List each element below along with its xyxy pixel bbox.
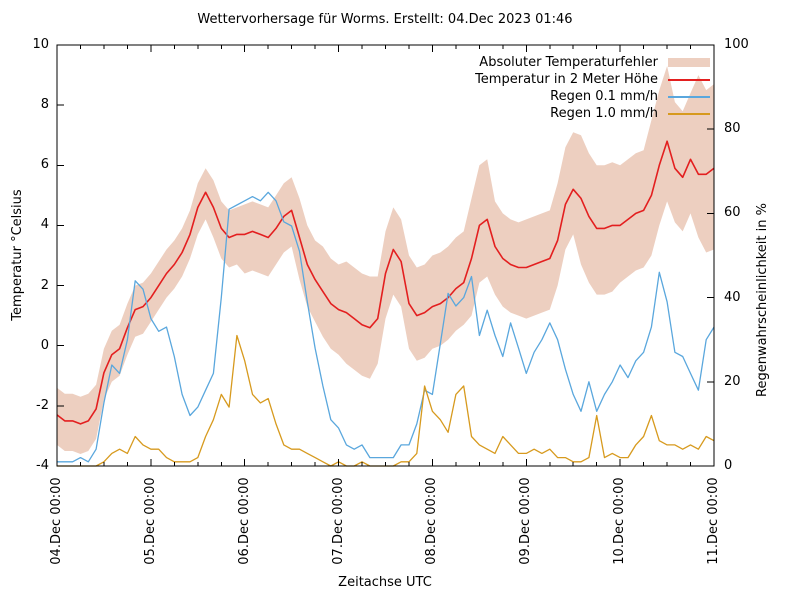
y-left-tick-label: 6 bbox=[40, 157, 49, 173]
y-left-tick-label: 8 bbox=[40, 97, 49, 113]
legend-line-sample bbox=[668, 112, 710, 115]
legend: Absoluter Temperaturfehler Temperatur in … bbox=[475, 54, 710, 122]
x-tick-label: 04.Dec 00:00 bbox=[49, 477, 64, 565]
legend-row: Regen 1.0 mm/h bbox=[475, 105, 710, 122]
series-line-regen-1-0-mm-h bbox=[57, 334, 715, 467]
y-left-tick-label: -2 bbox=[36, 397, 49, 413]
x-tick-label: 11.Dec 00:00 bbox=[706, 477, 721, 565]
series-line-regen-0-1-mm-h bbox=[57, 191, 715, 463]
series-line-temperatur-in-2-meter-h-he bbox=[56, 140, 715, 425]
legend-band-swatch bbox=[668, 58, 710, 67]
x-tick-label: 05.Dec 00:00 bbox=[142, 477, 158, 565]
legend-label: Regen 0.1 mm/h bbox=[550, 89, 658, 104]
y-left-tick-label: 10 bbox=[32, 37, 49, 52]
y-right-tick-label: 40 bbox=[724, 289, 741, 305]
x-tick-label: 08.Dec 00:00 bbox=[424, 477, 440, 565]
legend-row: Absoluter Temperaturfehler bbox=[475, 54, 710, 71]
x-tick-label: 07.Dec 00:00 bbox=[330, 477, 346, 565]
y-right-tick-label: 60 bbox=[724, 205, 741, 221]
y-right-tick-label: 100 bbox=[724, 37, 749, 52]
chart-title: Wettervorhersage für Worms. Erstellt: 04… bbox=[197, 12, 573, 27]
legend-row: Temperatur in 2 Meter Höhe bbox=[475, 71, 710, 88]
legend-label: Regen 1.0 mm/h bbox=[550, 106, 658, 121]
legend-label: Temperatur in 2 Meter Höhe bbox=[475, 72, 658, 87]
legend-row: Regen 0.1 mm/h bbox=[475, 88, 710, 105]
legend-label: Absoluter Temperaturfehler bbox=[479, 55, 658, 70]
legend-line-sample bbox=[668, 78, 710, 81]
y-left-tick-label: 0 bbox=[40, 337, 49, 353]
y-right-tick-label: 0 bbox=[724, 458, 733, 473]
x-tick-label: 10.Dec 00:00 bbox=[612, 477, 628, 565]
y-right-tick-label: 80 bbox=[724, 121, 741, 137]
x-axis-label: Zeitachse UTC bbox=[338, 575, 432, 590]
temperature-error-band bbox=[57, 66, 714, 454]
y-left-tick-label: 2 bbox=[40, 277, 49, 293]
y-left-tick-label: 4 bbox=[40, 217, 49, 233]
x-tick-label: 06.Dec 00:00 bbox=[236, 477, 252, 565]
y-right-tick-label: 20 bbox=[724, 373, 741, 389]
legend-line-sample bbox=[668, 95, 710, 98]
y-left-tick-label: -4 bbox=[36, 458, 49, 473]
x-tick-label: 09.Dec 00:00 bbox=[518, 477, 534, 565]
